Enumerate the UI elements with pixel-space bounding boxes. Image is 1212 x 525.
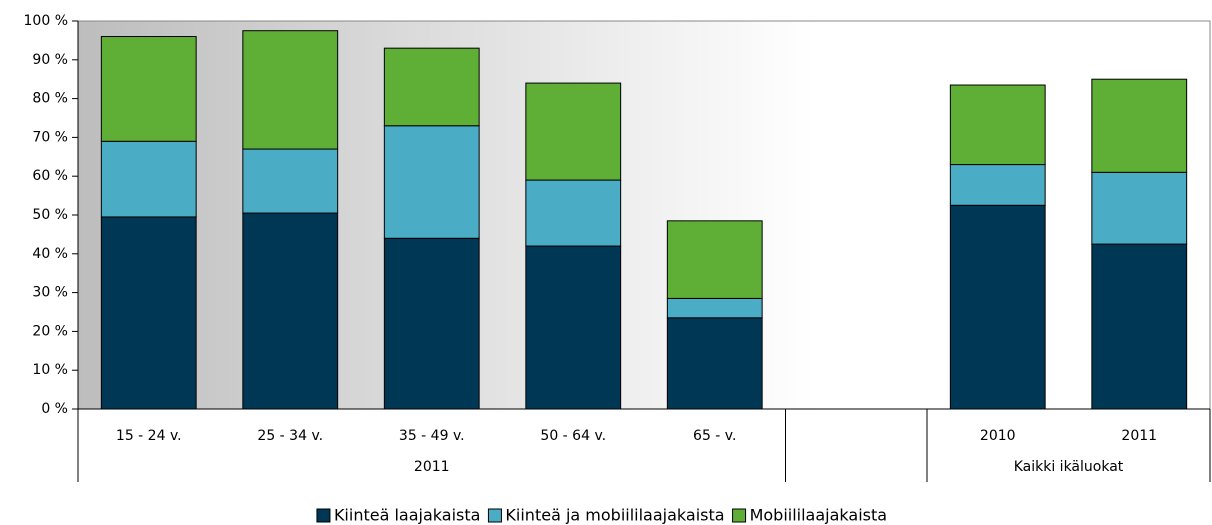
bar-segment xyxy=(383,237,480,410)
legend-swatch xyxy=(732,508,747,523)
group-label: Kaikki ikäluokat xyxy=(1014,459,1124,475)
legend-swatch xyxy=(487,508,502,523)
bar-segment xyxy=(100,216,197,410)
x-tick-label: 25 - 34 v. xyxy=(257,428,323,444)
bar-segment xyxy=(666,220,763,299)
y-tick-label: 10 % xyxy=(32,362,68,378)
x-tick-label: 15 - 24 v. xyxy=(116,428,182,444)
y-tick-label: 90 % xyxy=(32,52,68,68)
bar-segment xyxy=(949,164,1046,206)
legend-swatch xyxy=(316,508,331,523)
bar-segment xyxy=(525,179,622,247)
bar-segment xyxy=(242,212,339,410)
bar-segment xyxy=(242,148,339,214)
x-tick-label: 65 - v. xyxy=(693,428,736,444)
bar-segment xyxy=(949,84,1046,166)
y-tick-label: 60 % xyxy=(32,168,68,184)
legend-label: Kiinteä laajakaista xyxy=(334,506,480,525)
bar-segment xyxy=(1091,171,1188,245)
bar-segment xyxy=(1091,78,1188,173)
bar-segment xyxy=(525,82,622,181)
group-label: 2011 xyxy=(414,459,450,475)
y-tick-label: 80 % xyxy=(32,91,68,107)
y-tick-label: 20 % xyxy=(32,323,68,339)
legend-label: Mobiililaajakaista xyxy=(750,506,887,525)
bar-segment xyxy=(666,317,763,410)
y-tick-label: 30 % xyxy=(32,285,68,301)
x-tick-label: 2010 xyxy=(980,428,1016,444)
y-tick-label: 100 % xyxy=(24,13,68,29)
bar-segment xyxy=(242,30,339,150)
bar-segment xyxy=(100,36,197,142)
bar-segment xyxy=(949,204,1046,410)
bar-segment xyxy=(525,245,622,410)
bar-segment xyxy=(383,125,480,239)
y-tick-label: 40 % xyxy=(32,246,68,262)
legend-label: Kiinteä ja mobiililaajakaista xyxy=(505,506,724,525)
bar-segment xyxy=(666,297,763,319)
y-tick-label: 50 % xyxy=(32,207,68,223)
y-tick-label: 0 % xyxy=(41,401,68,417)
bar-segment xyxy=(383,47,480,127)
bar-segment xyxy=(100,140,197,218)
bar-segment xyxy=(1091,243,1188,410)
x-tick-label: 50 - 64 v. xyxy=(540,428,606,444)
y-tick-label: 70 % xyxy=(32,129,68,145)
x-tick-label: 35 - 49 v. xyxy=(399,428,465,444)
x-tick-label: 2011 xyxy=(1121,428,1157,444)
